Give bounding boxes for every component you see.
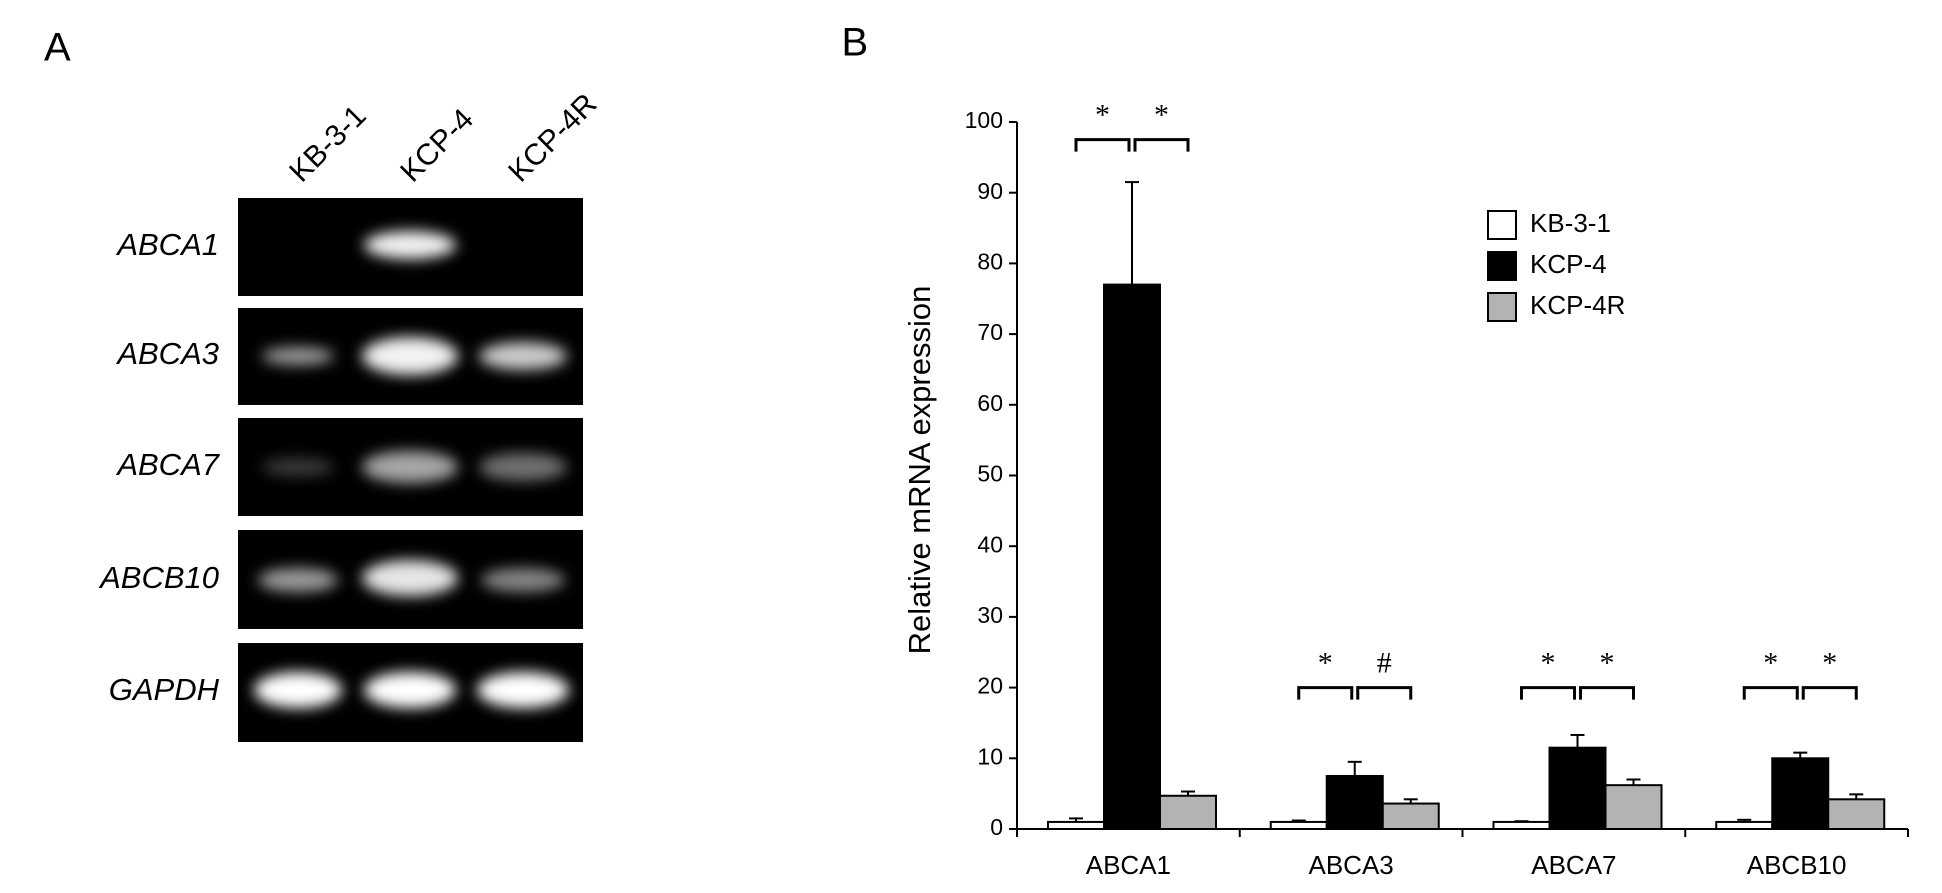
legend-label: KB-3-1 [1530, 208, 1611, 238]
y-tick-label: 10 [977, 743, 1003, 769]
y-tick-label: 80 [977, 248, 1003, 274]
gel [238, 198, 583, 742]
lane-label: KCP-4R [502, 87, 603, 188]
bar [1715, 820, 1774, 830]
bar [1492, 820, 1551, 830]
band [258, 568, 338, 592]
band [481, 568, 565, 592]
bar [1604, 784, 1663, 831]
significance-label: * [1763, 646, 1778, 679]
band [262, 458, 334, 476]
bar [1771, 757, 1830, 830]
bar [1103, 283, 1161, 830]
legend-label: KCP-4R [1530, 290, 1625, 320]
legend-swatch [1487, 251, 1517, 281]
y-tick-label: 20 [977, 673, 1003, 699]
significance-bracket [1356, 686, 1413, 700]
significance-label: * [1095, 99, 1110, 132]
panel-label: B [842, 21, 869, 65]
band [477, 672, 569, 708]
y-tick-label: 60 [977, 390, 1003, 416]
gene-label: ABCA3 [115, 336, 219, 371]
significance-bracket [1742, 686, 1799, 700]
gene-label: ABCA7 [115, 447, 220, 482]
band [262, 347, 334, 365]
panel-label: A [44, 26, 71, 70]
bar [1548, 746, 1607, 831]
significance-label: * [1318, 646, 1333, 679]
band [362, 337, 458, 375]
y-tick-label: 90 [977, 178, 1003, 204]
significance-label: * [1154, 99, 1169, 132]
significance-label: * [1600, 646, 1615, 679]
gene-label: ABCA1 [115, 227, 219, 262]
bar [1159, 794, 1217, 830]
bar [1381, 802, 1440, 830]
band [479, 342, 567, 370]
gene-label: ABCB10 [98, 560, 219, 595]
band [254, 672, 342, 708]
significance-label: # [1377, 646, 1392, 679]
y-tick-label: 30 [977, 602, 1003, 628]
bar [1325, 774, 1384, 830]
bar [1827, 798, 1886, 831]
significance-bracket [1801, 686, 1858, 700]
band [364, 231, 456, 259]
x-tick-label: ABCB10 [1747, 850, 1847, 880]
y-tick-label: 50 [977, 461, 1003, 487]
y-tick-label: 100 [965, 107, 1003, 133]
legend-swatch [1487, 210, 1517, 240]
bar [1269, 820, 1328, 830]
significance-bracket [1297, 686, 1354, 700]
significance-bracket [1520, 686, 1576, 700]
legend-label: KCP-4 [1530, 249, 1607, 279]
band [362, 451, 458, 483]
gene-label: GAPDH [109, 672, 220, 707]
significance-label: * [1822, 646, 1837, 679]
y-tick-label: 70 [977, 319, 1003, 345]
y-axis-label: Relative mRNA expression [902, 286, 937, 655]
significance-bracket [1074, 138, 1131, 152]
significance-bracket [1579, 686, 1635, 700]
y-tick-label: 0 [990, 814, 1003, 840]
y-tick-label: 40 [977, 531, 1003, 557]
x-tick-label: ABCA7 [1531, 850, 1616, 880]
significance-bracket [1133, 138, 1190, 152]
x-tick-label: ABCA1 [1086, 850, 1171, 880]
band [362, 560, 458, 596]
significance-label: * [1541, 646, 1556, 679]
lane-label: KB-3-1 [283, 99, 372, 188]
x-tick-label: ABCA3 [1308, 850, 1393, 880]
band [364, 672, 456, 708]
bar [1047, 820, 1105, 830]
lane-label: KCP-4 [394, 103, 480, 189]
band [479, 453, 567, 481]
legend-swatch [1487, 292, 1517, 322]
